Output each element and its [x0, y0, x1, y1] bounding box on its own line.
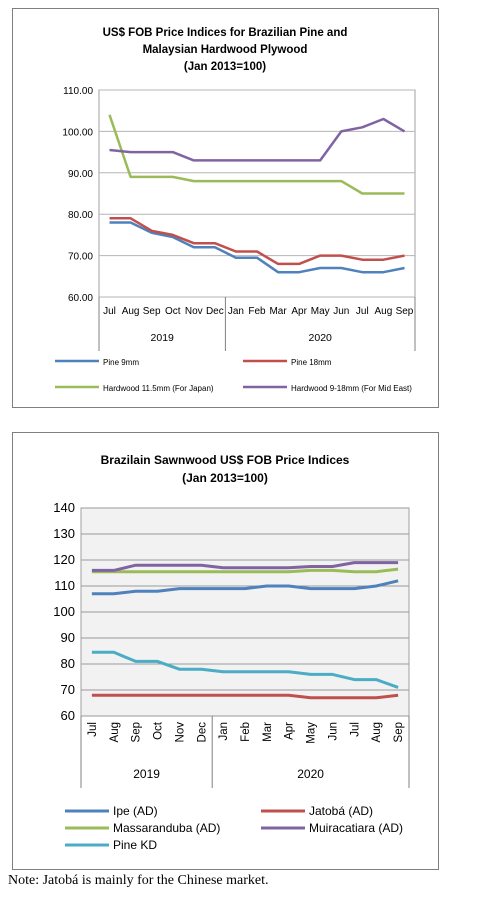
series-line-hardwood-11-5mm-for-japan [108, 114, 405, 195]
chart-title-line: Malaysian Hardwood Plywood [143, 44, 308, 56]
y-tick-label: 110.00 [63, 86, 93, 97]
x-tick-label: Dec [196, 722, 208, 743]
chart-title-line: US$ FOB Price Indices for Brazilian Pine… [103, 27, 348, 39]
x-tick-label: May [311, 306, 330, 317]
y-tick-label: 60.00 [68, 293, 93, 304]
y-tick-label: 110 [54, 578, 75, 593]
x-tick-label: Jan [218, 722, 230, 741]
legend-label: Hardwood 9-18mm (For Mid East) [291, 384, 412, 393]
series-line-pine-18mm [109, 217, 405, 266]
y-tick-label: 90 [61, 630, 75, 645]
x-tick-label: Nov [174, 722, 186, 743]
chart-title-line: (Jan 2013=100) [184, 61, 266, 73]
legend-label: Pine 9mm [103, 358, 139, 367]
legend-label: Pine 18mm [291, 358, 332, 367]
x-tick-label: Apr [291, 306, 307, 317]
x-tick-label: Sep [396, 306, 414, 317]
x-tick-label: Feb [248, 306, 266, 317]
y-tick-label: 100 [53, 604, 75, 619]
series-line-massaranduba-ad [91, 567, 399, 574]
y-tick-label: 130 [53, 526, 75, 541]
y-tick-label: 70.00 [68, 252, 93, 263]
sawnwood-price-chart: Brazilain Sawnwood US$ FOB Price Indices… [53, 453, 410, 852]
y-tick-label: 90.00 [68, 169, 93, 180]
y-tick-label: 140 [53, 500, 75, 515]
y-tick-label: 70 [61, 682, 75, 697]
y-tick-label: 120 [53, 552, 75, 567]
plywood-chart-panel: US$ FOB Price Indices for Brazilian Pine… [12, 8, 439, 408]
series-line-pine-9mm [109, 221, 405, 274]
x-tick-label: Nov [185, 306, 203, 317]
legend-label: Muiracatiara (AD) [309, 821, 403, 835]
chart-title-line: (Jan 2013=100) [182, 471, 268, 485]
y-tick-label: 100.00 [62, 127, 93, 138]
x-tick-label: Feb [240, 722, 252, 742]
x-tick-label: Aug [375, 306, 393, 317]
x-tick-label: Oct [153, 721, 165, 740]
plywood-price-chart: US$ FOB Price Indices for Brazilian Pine… [55, 27, 416, 393]
y-tick-label: 80.00 [68, 210, 93, 221]
series-line-hardwood-9-18mm-for-mid-east [109, 117, 406, 162]
x-tick-label: Jun [327, 722, 339, 741]
year-group-label: 2020 [309, 332, 333, 344]
year-group-label: 2019 [133, 767, 160, 781]
x-tick-label: Jul [103, 306, 116, 317]
x-tick-label: Jun [333, 306, 349, 317]
sawnwood-chart-panel: Brazilain Sawnwood US$ FOB Price Indices… [12, 432, 439, 870]
series-line-ipe-ad [91, 579, 399, 596]
x-tick-label: Mar [269, 306, 287, 317]
x-tick-label: Aug [371, 722, 383, 742]
legend-label: Hardwood 11.5mm (For Japan) [103, 384, 214, 393]
x-tick-label: Apr [284, 722, 296, 740]
x-tick-label: Sep [131, 722, 143, 742]
legend-label: Jatobá (AD) [309, 804, 373, 818]
x-tick-label: Aug [122, 306, 140, 317]
x-tick-label: Jul [356, 306, 369, 317]
series-line-pine-kd [91, 650, 399, 689]
year-group-label: 2019 [151, 332, 175, 344]
chart-title-line: Brazilain Sawnwood US$ FOB Price Indices [101, 453, 350, 467]
x-tick-label: Jul [87, 722, 99, 737]
x-tick-label: Aug [109, 722, 121, 742]
year-group-label: 2020 [297, 767, 324, 781]
series-line-muiracatiara-ad [91, 561, 399, 572]
x-tick-label: Jul [349, 722, 361, 737]
footnote: Note: Jatobá is mainly for the Chinese m… [8, 873, 269, 888]
x-tick-label: Sep [143, 306, 161, 317]
y-tick-label: 60 [61, 708, 75, 723]
series-line-jatob-ad [91, 693, 399, 700]
x-tick-label: Mar [262, 722, 274, 742]
x-tick-label: Dec [206, 306, 224, 317]
x-tick-label: May [306, 722, 318, 744]
legend-label: Massaranduba (AD) [113, 821, 220, 835]
x-tick-label: Sep [393, 722, 405, 742]
legend-label: Ipe (AD) [113, 804, 158, 818]
legend-label: Pine KD [113, 838, 157, 852]
x-tick-label: Jan [228, 306, 244, 317]
x-tick-label: Oct [165, 306, 181, 317]
y-tick-label: 80 [61, 656, 75, 671]
